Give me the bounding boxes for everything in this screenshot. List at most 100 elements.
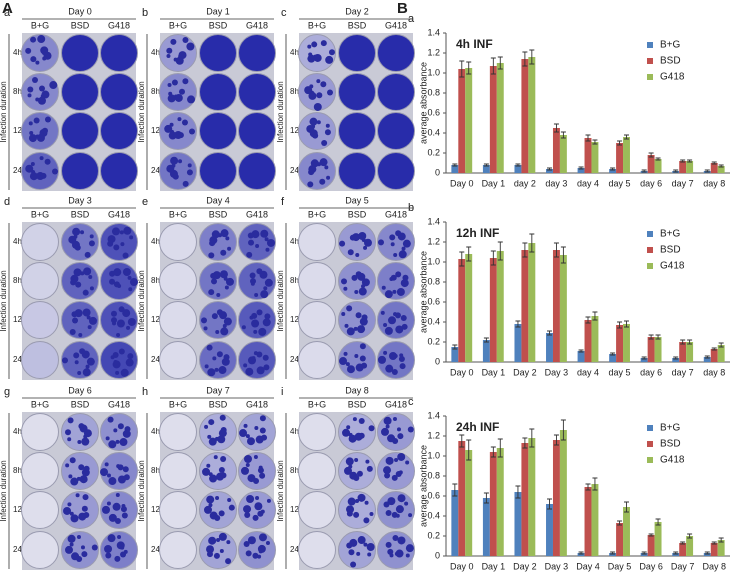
colony: [182, 78, 189, 85]
well: [338, 491, 376, 529]
column-header: G418: [108, 20, 130, 30]
colony: [308, 169, 315, 176]
colony: [244, 512, 251, 519]
colony: [207, 434, 212, 439]
well: [100, 73, 138, 111]
colony: [214, 367, 219, 372]
colony: [354, 354, 359, 359]
colony: [51, 168, 58, 175]
colony: [80, 545, 85, 550]
colony: [177, 132, 184, 139]
row-label: 24h: [151, 545, 164, 554]
error-bar: [553, 242, 559, 258]
well: [21, 413, 59, 451]
colony: [316, 79, 321, 84]
colony: [178, 88, 185, 95]
x-tick-label: day 5: [609, 367, 631, 377]
colony: [187, 163, 192, 168]
colony: [378, 355, 387, 364]
error-bar: [452, 483, 458, 497]
colony: [119, 438, 128, 447]
colony: [187, 95, 196, 104]
colony: [369, 511, 374, 516]
colony: [108, 440, 117, 449]
colony: [127, 317, 136, 326]
colony: [170, 38, 177, 45]
row-label: 24h: [290, 545, 303, 554]
colony: [102, 505, 111, 514]
x-tick-label: Day 0: [450, 367, 474, 377]
colony: [265, 541, 270, 546]
colony: [243, 540, 250, 547]
colony: [348, 434, 357, 443]
plate-title: Day 5: [345, 195, 369, 205]
bar: [521, 443, 529, 556]
error-bar: [547, 330, 553, 336]
colony: [262, 354, 269, 361]
well: [199, 413, 237, 451]
error-bar: [673, 551, 679, 555]
bar: [647, 337, 655, 362]
colony: [220, 427, 227, 434]
colony: [384, 472, 391, 479]
row-axis-label: Infection duration: [276, 81, 285, 142]
colony: [216, 351, 223, 358]
bar: [546, 333, 553, 362]
colony: [361, 362, 368, 369]
error-bar: [553, 434, 559, 446]
colony: [113, 268, 122, 277]
colony: [122, 466, 129, 473]
row-axis-label: Infection duration: [137, 460, 146, 521]
well: [159, 152, 197, 190]
bar: [496, 63, 504, 173]
legend-label: BSD: [660, 245, 681, 256]
plate-title: Day 1: [206, 6, 230, 16]
colony: [65, 429, 72, 436]
colony: [104, 462, 109, 467]
colony: [397, 536, 406, 545]
colony: [316, 92, 323, 99]
well: [298, 452, 336, 490]
error-bar: [497, 438, 503, 458]
colony: [63, 506, 72, 515]
row-axis-label: Infection duration: [276, 270, 285, 331]
colony: [178, 159, 183, 164]
colony: [123, 549, 128, 554]
error-bar: [718, 537, 724, 543]
well: [21, 34, 59, 72]
well: [199, 112, 237, 150]
colony: [122, 429, 131, 438]
colony: [69, 511, 74, 516]
colony: [82, 368, 91, 377]
well: [61, 152, 99, 190]
column-header: B+G: [308, 399, 326, 409]
row-label: 12h: [151, 126, 164, 135]
well: [100, 34, 138, 72]
colony: [115, 370, 120, 375]
well: [159, 413, 197, 451]
legend-swatch: [647, 425, 653, 431]
row-label: 8h: [151, 87, 160, 96]
chart-title: 4h INF: [456, 37, 493, 51]
colony: [349, 234, 356, 241]
x-tick-label: Day 7: [671, 561, 695, 571]
colony: [206, 545, 215, 554]
row-label: 8h: [290, 466, 299, 475]
well: [159, 341, 197, 379]
error-bar: [704, 355, 710, 359]
colony: [220, 229, 229, 238]
colony: [363, 517, 370, 524]
error-bar: [680, 159, 686, 163]
colony: [37, 96, 46, 105]
colony: [204, 505, 213, 514]
colony: [353, 474, 360, 481]
column-header: B+G: [169, 209, 187, 219]
bar: [458, 69, 466, 173]
colony: [355, 252, 360, 257]
colony: [75, 493, 80, 498]
colony: [361, 314, 368, 321]
colony: [354, 458, 359, 463]
error-bar: [687, 339, 693, 345]
colony: [211, 230, 220, 239]
well: [298, 112, 336, 150]
